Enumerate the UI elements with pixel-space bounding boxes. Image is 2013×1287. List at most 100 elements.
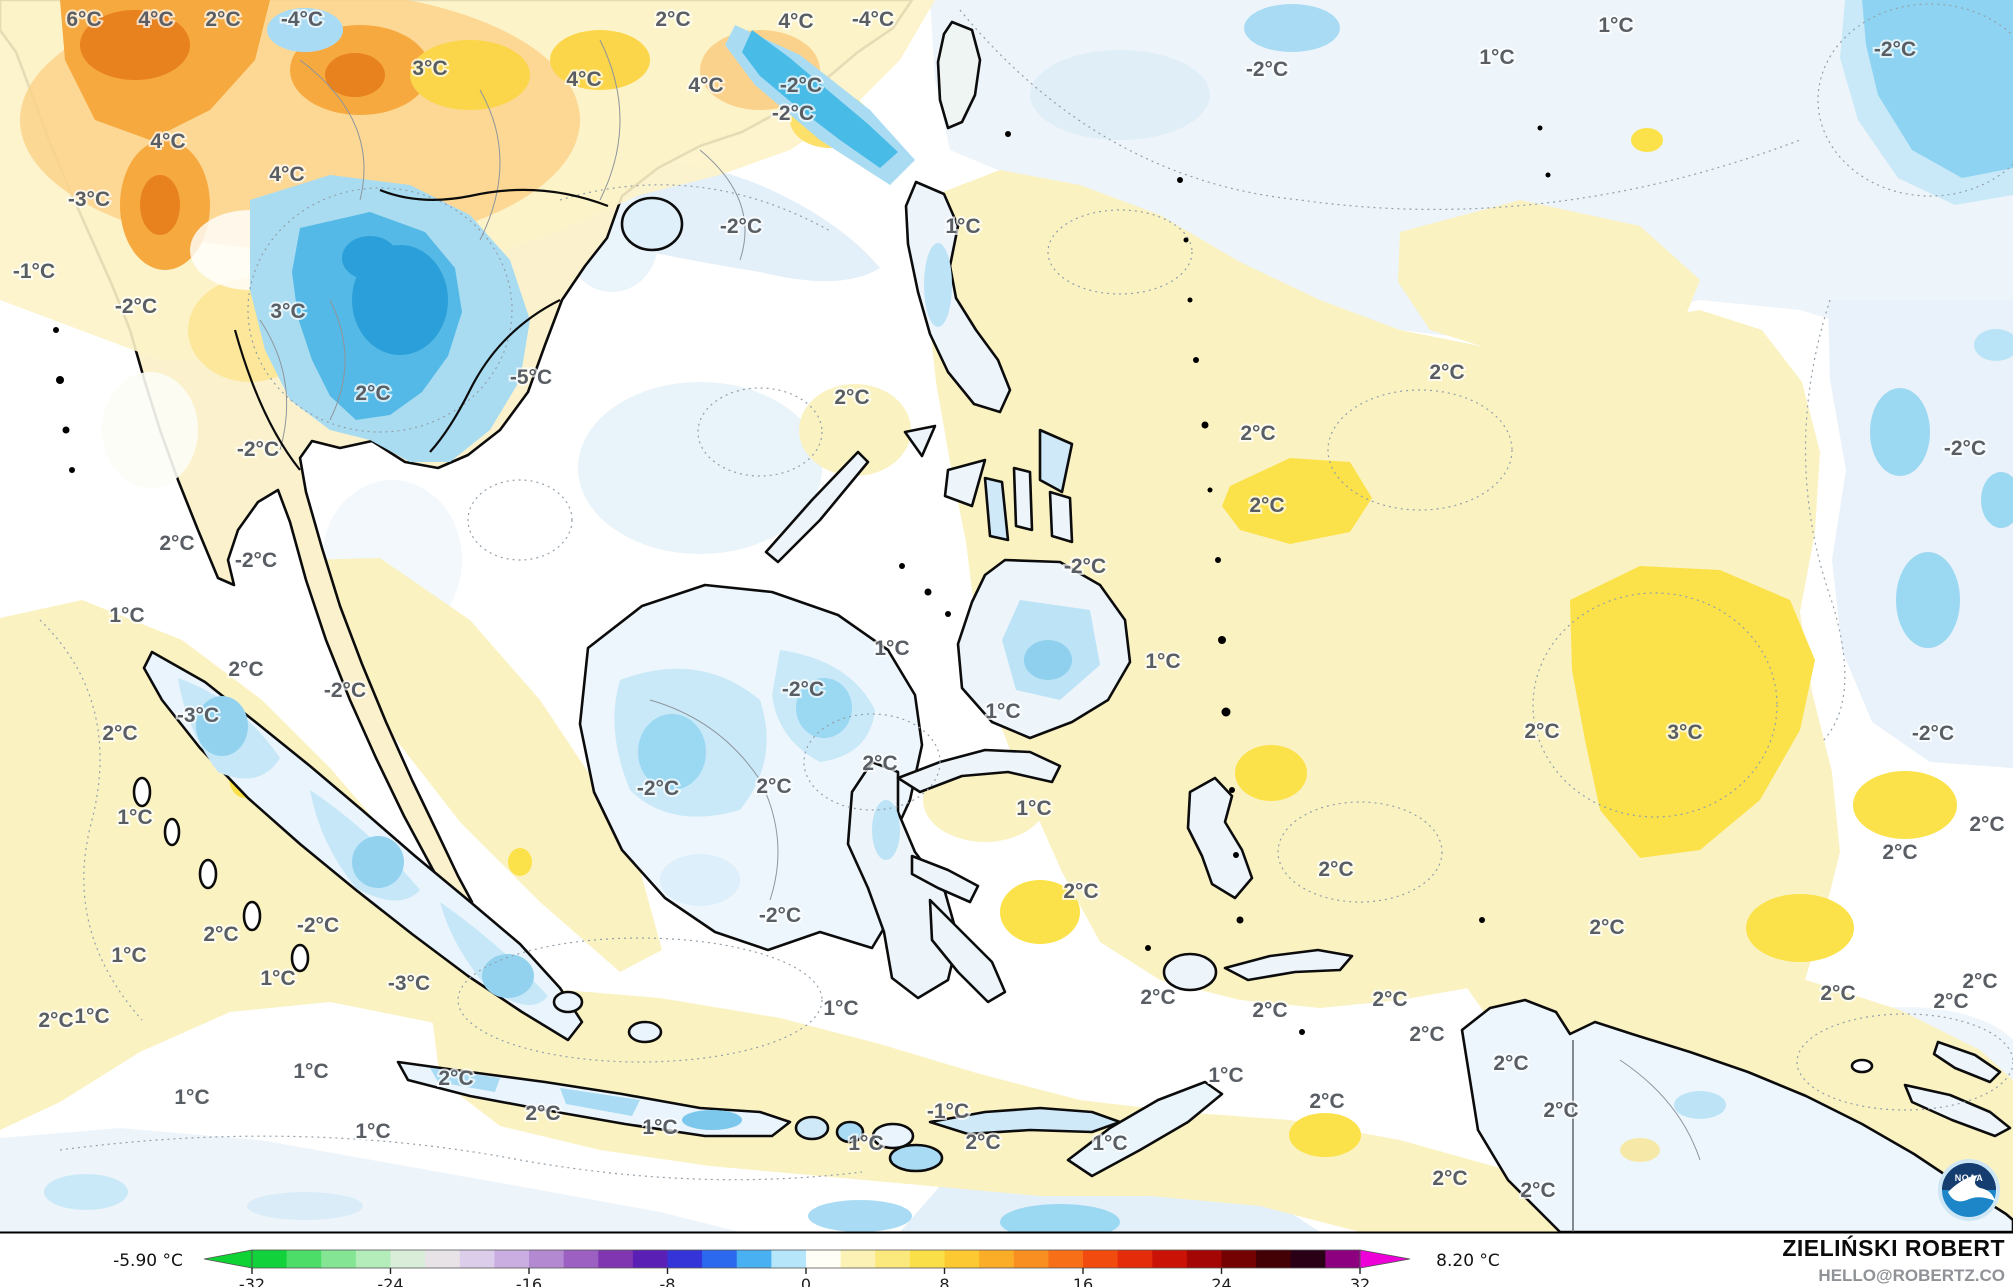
- temp-label: 2°C: [862, 752, 897, 775]
- temp-label: -5°C: [510, 366, 552, 389]
- temp-label: 3°C: [1667, 721, 1702, 744]
- temp-label: 2°C: [1063, 880, 1098, 903]
- colorbar-segment: [840, 1250, 876, 1268]
- temp-label: 2°C: [1520, 1179, 1555, 1202]
- noaa-seagull-icon: [1948, 1175, 1995, 1202]
- colorbar-segment: [529, 1250, 565, 1268]
- temp-label: 2°C: [228, 658, 263, 681]
- temp-label: 4°C: [566, 68, 601, 91]
- temp-label: -2°C: [235, 549, 277, 572]
- temp-label: -4°C: [852, 8, 894, 31]
- temp-label: 1°C: [985, 700, 1020, 723]
- colorbar-tick-label: -8: [660, 1275, 676, 1287]
- colorbar-max-value: 8.20 °C: [1436, 1251, 1500, 1271]
- temp-label: 1°C: [874, 637, 909, 660]
- colorbar-segment: [1083, 1250, 1119, 1268]
- temp-label: 1°C: [174, 1086, 209, 1109]
- temp-label: -3°C: [68, 188, 110, 211]
- colorbar-segment: [1186, 1250, 1223, 1268]
- temp-label: 2°C: [1240, 422, 1275, 445]
- colorbar-segment: [632, 1250, 669, 1268]
- colorbar-segment: [909, 1250, 946, 1268]
- temp-label: -2°C: [1912, 722, 1954, 745]
- island-specks: [53, 125, 1551, 1035]
- temp-label: -2°C: [637, 777, 679, 800]
- colorbar-segment: [1290, 1250, 1326, 1268]
- temp-label: 1°C: [1479, 46, 1514, 69]
- temp-label: 2°C: [1140, 986, 1175, 1009]
- colorbar-tick-label: 32: [1350, 1275, 1370, 1287]
- temp-label: 2°C: [1318, 858, 1353, 881]
- temp-label: 2°C: [1589, 916, 1624, 939]
- temp-label: -2°C: [780, 74, 822, 97]
- temp-label: 2°C: [203, 923, 238, 946]
- temp-label: -2°C: [772, 102, 814, 125]
- colorbar-segment: [875, 1250, 911, 1268]
- temp-label: 1°C: [109, 604, 144, 627]
- temp-label: 2°C: [1429, 361, 1464, 384]
- colorbar-segment: [806, 1250, 842, 1268]
- temp-label: -1°C: [13, 260, 55, 283]
- colorbar-segment: [944, 1250, 980, 1268]
- colorbar-segment: [286, 1250, 322, 1268]
- colorbar-segment: [459, 1250, 495, 1268]
- temp-label: 2°C: [102, 722, 137, 745]
- colorbar-segment: [702, 1250, 738, 1268]
- temp-label: 1°C: [355, 1120, 390, 1143]
- colorbar-segment: [771, 1250, 807, 1268]
- noaa-logo: NOAA: [1938, 1159, 2000, 1221]
- temp-label: 2°C: [756, 775, 791, 798]
- temp-label: -3°C: [388, 972, 430, 995]
- temp-label: 1°C: [848, 1132, 883, 1155]
- temp-label: -2°C: [1064, 555, 1106, 578]
- footer: -32 -24 -16 -8 0 8 16 24 32 -5.90 °C 8.20 °C ZIE…: [0, 1159, 2013, 1287]
- temp-label: -4°C: [281, 8, 323, 31]
- colorbar-tick-label: -32: [239, 1275, 265, 1287]
- temp-label: 4°C: [150, 130, 185, 153]
- temp-label: 2°C: [1543, 1099, 1578, 1122]
- temp-label: 2°C: [965, 1131, 1000, 1154]
- temp-label: 2°C: [655, 8, 690, 31]
- colorbar-segment: [667, 1250, 703, 1268]
- colorbar-segment: [494, 1250, 530, 1268]
- temp-label: -2°C: [1944, 437, 1986, 460]
- credit-name: ZIELIŃSKI ROBERT: [1782, 1234, 2005, 1261]
- temp-label: 1°C: [293, 1060, 328, 1083]
- temp-label: 2°C: [1882, 841, 1917, 864]
- temp-label: 2°C: [1432, 1167, 1467, 1190]
- admin-boundaries: [233, 39, 1701, 1161]
- temp-label: -2°C: [759, 904, 801, 927]
- colorbar-segment: [355, 1250, 392, 1268]
- temp-label: 2°C: [1969, 813, 2004, 836]
- colorbar-segment: [1013, 1250, 1049, 1268]
- temp-label: 1°C: [260, 967, 295, 990]
- temp-label: 2°C: [1524, 720, 1559, 743]
- colorbar: -32 -24 -16 -8 0 8 16 24 32: [203, 1249, 1411, 1287]
- temp-label: -2°C: [324, 679, 366, 702]
- temp-label: 2°C: [834, 386, 869, 409]
- colorbar-segment: [598, 1250, 634, 1268]
- temp-label: 4°C: [269, 163, 304, 186]
- colorbar-segment: [563, 1250, 599, 1268]
- credit-email: HELLO@ROBERTZ.CO: [1818, 1266, 2005, 1285]
- temp-label: -2°C: [782, 678, 824, 701]
- temp-label: 2°C: [525, 1102, 560, 1125]
- colorbar-segment: [252, 1250, 288, 1268]
- temp-label: 4°C: [688, 74, 723, 97]
- colorbar-tick-label: 0: [801, 1275, 811, 1287]
- temp-label: 2°C: [1962, 970, 1997, 993]
- temp-label: -2°C: [115, 295, 157, 318]
- temp-label: -1°C: [927, 1100, 969, 1123]
- temp-label: -3°C: [177, 704, 219, 727]
- temp-label: 2°C: [1820, 982, 1855, 1005]
- temp-label: -2°C: [297, 914, 339, 937]
- colorbar-segment: [425, 1250, 461, 1268]
- temp-label: 1°C: [74, 1005, 109, 1028]
- colorbar-segment: [1256, 1250, 1292, 1268]
- temp-label: 2°C: [38, 1009, 73, 1032]
- colorbar-tick-label: 16: [1073, 1275, 1093, 1287]
- noaa-logo-text: NOAA: [1955, 1173, 1984, 1183]
- colorbar-tick-label: -16: [516, 1275, 542, 1287]
- temp-label: 2°C: [159, 532, 194, 555]
